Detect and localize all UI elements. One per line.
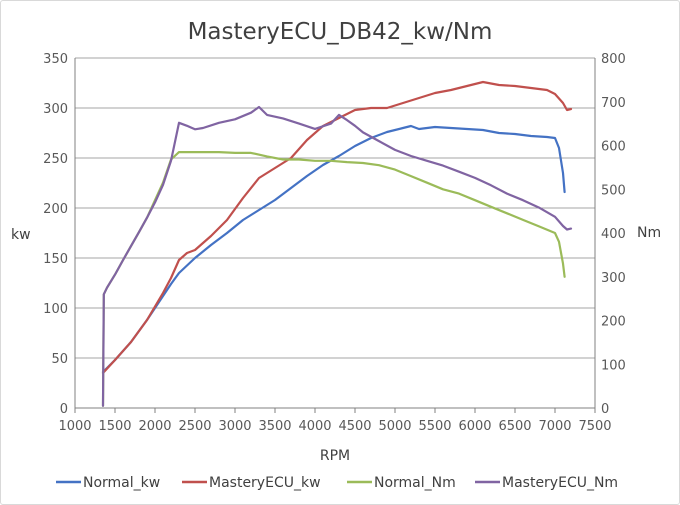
- legend-label: MasteryECU_kw: [209, 475, 321, 491]
- legend-label: Normal_Nm: [374, 475, 456, 491]
- x-tick-label: 2000: [138, 419, 171, 434]
- series-line-masteryecu-kw: [101, 80, 573, 375]
- x-tick-label: 5000: [378, 419, 411, 434]
- x-tick-label: 4000: [298, 419, 331, 434]
- y-left-tick-label: 250: [43, 152, 68, 167]
- chart-title: MasteryECU_DB42_kw/Nm: [188, 19, 493, 45]
- y-right-tick-label: 0: [601, 402, 609, 417]
- x-tick-label: 1500: [98, 419, 131, 434]
- x-tick-label: 3000: [218, 419, 251, 434]
- y-right-tick-label: 500: [601, 183, 626, 198]
- series-lines: [101, 80, 573, 407]
- y-right-tick-label: 100: [601, 358, 626, 373]
- x-tick-label: 2500: [178, 419, 211, 434]
- y-left-tick-label: 150: [43, 252, 68, 267]
- y-left-tick-label: 100: [43, 302, 68, 317]
- x-axis-label: RPM: [320, 448, 350, 464]
- y-left-tick-label: 350: [43, 52, 68, 67]
- y-left-tick-label: 50: [51, 352, 68, 367]
- y-right-tick-label: 700: [601, 96, 626, 111]
- series-line-masteryecu-nm: [101, 105, 573, 407]
- x-tick-label: 6500: [498, 419, 531, 434]
- series-line-normal-kw: [101, 124, 566, 374]
- y-left-tick-label: 200: [43, 202, 68, 217]
- x-tick-label: 7000: [538, 419, 571, 434]
- x-tick-label: 3500: [258, 419, 291, 434]
- axes: 0501001502002503003500100200300400500600…: [43, 52, 626, 434]
- x-tick-label: 4500: [338, 419, 371, 434]
- y-right-tick-label: 300: [601, 271, 626, 286]
- y-right-tick-label: 400: [601, 227, 626, 242]
- y-left-tick-label: 0: [60, 402, 68, 417]
- y-axis-left-label: kw: [11, 227, 31, 243]
- x-tick-label: 6000: [458, 419, 491, 434]
- x-tick-label: 7500: [578, 419, 611, 434]
- y-axis-right-label: Nm: [637, 225, 661, 241]
- y-right-tick-label: 800: [601, 52, 626, 67]
- series-line-normal-nm: [101, 151, 566, 407]
- legend: Normal_kw MasteryECU_kw Normal_Nm MasteryEC…: [56, 475, 618, 491]
- y-left-tick-label: 300: [43, 102, 68, 117]
- x-tick-label: 1000: [58, 419, 91, 434]
- y-right-tick-label: 600: [601, 140, 626, 155]
- x-tick-label: 5500: [418, 419, 451, 434]
- legend-label: Normal_kw: [83, 475, 160, 491]
- y-right-tick-label: 200: [601, 315, 626, 330]
- legend-label: MasteryECU_Nm: [502, 475, 618, 491]
